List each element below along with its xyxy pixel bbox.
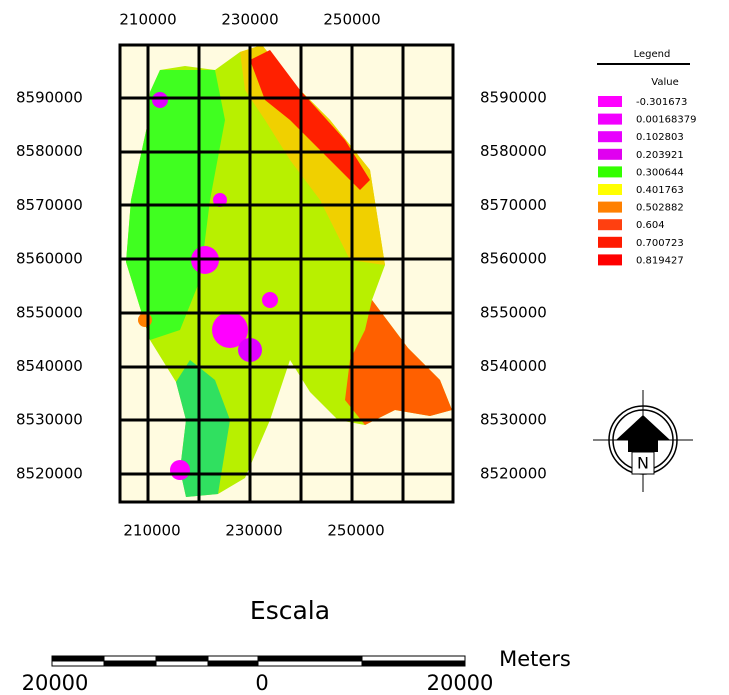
north-label: N (637, 454, 649, 473)
y-label-right: 8530000 (480, 411, 547, 429)
y-label-right: 8540000 (480, 357, 547, 375)
legend-swatch (598, 149, 622, 160)
scale-bar (52, 656, 465, 666)
scale-unit: Meters (499, 647, 571, 671)
x-label-bottom: 210000 (123, 522, 180, 540)
legend-label: 0.401763 (636, 185, 684, 196)
x-label-top: 250000 (323, 11, 380, 29)
legend-label: 0.700723 (636, 238, 684, 249)
legend-swatch (598, 254, 622, 265)
y-label-right: 8550000 (480, 303, 547, 321)
y-label-right: 8520000 (480, 464, 547, 482)
x-label-bottom: 250000 (327, 522, 384, 540)
map-layout: Legend Value N Escala Meters 210000 21000… (0, 0, 729, 695)
x-label-top: 210000 (119, 11, 176, 29)
legend-label: 0.300644 (636, 167, 684, 178)
legend-swatch (598, 114, 622, 125)
legend-label: 0.604 (636, 220, 665, 231)
y-label-right: 8590000 (480, 89, 547, 107)
legend-label: 0.502882 (636, 203, 684, 214)
legend-label: 0.00168379 (636, 115, 696, 126)
legend-label: -0.301673 (636, 97, 687, 108)
scale-label: 20000 (427, 671, 494, 695)
y-label-right: 8560000 (480, 250, 547, 268)
legend-swatch (598, 237, 622, 248)
page: Legend Value N Escala Meters 210000 21000… (0, 0, 729, 695)
legend-label: 0.819427 (636, 255, 684, 266)
x-label-top: 230000 (221, 11, 278, 29)
legend-swatch (598, 184, 622, 195)
legend-label: 0.102803 (636, 132, 684, 143)
legend-swatch (598, 202, 622, 213)
y-label-left: 8590000 (16, 89, 83, 107)
north-arrow: N (593, 390, 693, 492)
scale-label: 20000 (22, 671, 89, 695)
y-label-right: 8570000 (480, 196, 547, 214)
y-label-left: 8550000 (16, 303, 83, 321)
y-label-left: 8570000 (16, 196, 83, 214)
y-label-left: 8520000 (16, 464, 83, 482)
legend-swatch (598, 219, 622, 230)
legend-swatch (598, 96, 622, 107)
y-label-left: 8580000 (16, 142, 83, 160)
legend-swatch (598, 131, 622, 142)
y-label-right: 8580000 (480, 142, 547, 160)
legend-subtitle: Value (651, 77, 678, 88)
y-label-left: 8560000 (16, 250, 83, 268)
y-label-left: 8540000 (16, 357, 83, 375)
scale-label: 0 (255, 671, 268, 695)
x-label-bottom: 230000 (225, 522, 282, 540)
legend-label: 0.203921 (636, 150, 684, 161)
legend-title: Legend (634, 49, 671, 60)
legend-swatch (598, 166, 622, 177)
y-label-left: 8530000 (16, 411, 83, 429)
scale-title: Escala (250, 596, 330, 625)
